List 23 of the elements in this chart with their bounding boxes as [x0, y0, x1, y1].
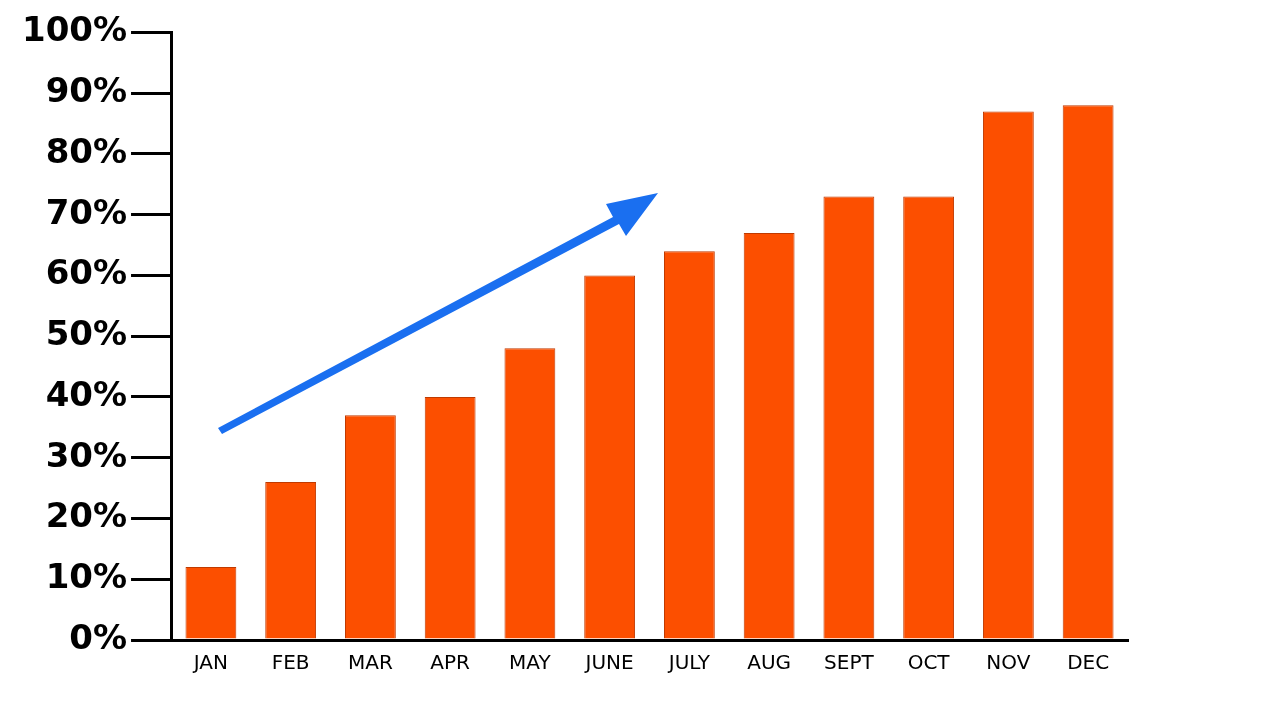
x-tick-label: AUG — [747, 650, 792, 675]
x-tick-label: MAY — [509, 650, 552, 675]
y-tick-label: 30% — [45, 434, 128, 475]
x-tick-label: OCT — [907, 650, 951, 675]
y-tick-label: 20% — [45, 495, 128, 536]
y-tick-label: 60% — [45, 252, 128, 293]
y-tick-label: 80% — [45, 130, 128, 171]
x-tick-label: MAR — [347, 650, 393, 675]
y-tick-label: 10% — [45, 556, 128, 597]
y-tick-label: 100% — [21, 9, 128, 50]
x-tick-label: JULY — [666, 650, 711, 675]
x-tick-label: JUNE — [583, 650, 634, 675]
y-tick-label: 0% — [69, 616, 128, 657]
x-tick-label: APR — [430, 650, 471, 675]
x-tick-label: SEPT — [824, 650, 875, 675]
y-tick-label: 70% — [45, 191, 128, 232]
x-tick-label: JAN — [191, 650, 229, 675]
y-tick-label: 90% — [45, 69, 128, 110]
y-tick-label: 50% — [45, 313, 128, 354]
x-tick-label: NOV — [986, 650, 1031, 675]
x-tick-label: FEB — [271, 650, 310, 675]
x-tick-label: DEC — [1067, 650, 1110, 675]
y-tick-label: 40% — [45, 373, 128, 414]
